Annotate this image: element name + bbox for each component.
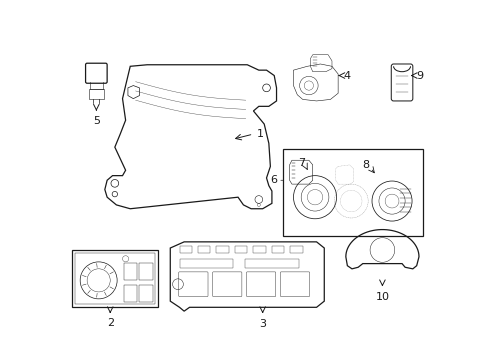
Text: 3: 3 (259, 319, 266, 329)
Bar (89, 89, 104, 99)
Text: 10: 10 (375, 292, 390, 302)
Bar (253, 246, 266, 253)
Bar (217, 246, 229, 253)
Text: 5: 5 (93, 116, 100, 126)
Text: 1: 1 (257, 129, 264, 139)
Bar (235, 246, 247, 253)
Text: 6: 6 (270, 175, 278, 185)
Bar (291, 246, 303, 253)
Bar (124, 264, 137, 280)
Text: 9: 9 (416, 71, 424, 81)
Bar (140, 264, 152, 280)
Text: 2: 2 (107, 318, 114, 328)
Bar (245, 259, 299, 268)
Bar (283, 149, 423, 236)
Bar (72, 249, 158, 307)
Bar (140, 285, 152, 302)
Text: 7: 7 (298, 158, 305, 167)
Bar (179, 246, 192, 253)
Text: 8: 8 (362, 160, 369, 170)
Text: 4: 4 (343, 71, 351, 81)
Bar (179, 259, 233, 268)
Bar (198, 246, 210, 253)
Bar (272, 246, 284, 253)
Bar (75, 253, 155, 304)
Bar (124, 285, 137, 302)
